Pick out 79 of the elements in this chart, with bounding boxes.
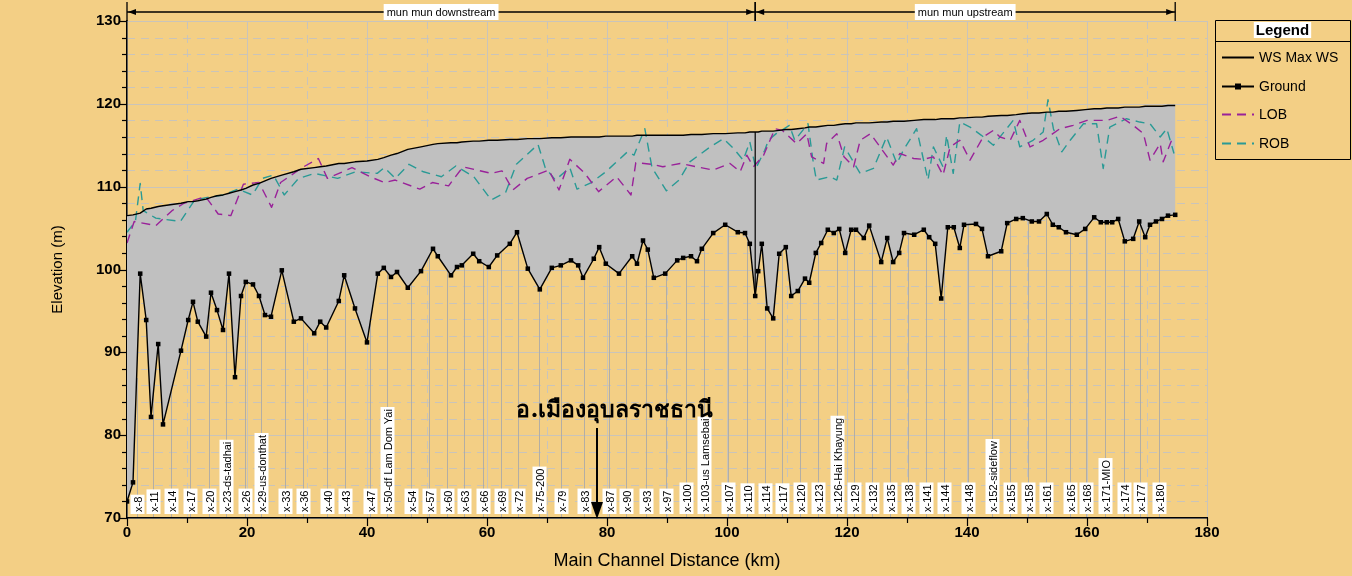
ref-line-label: x-144 [938,484,951,512]
ref-line-label: x-54 [405,490,418,512]
legend-label: WS Max WS [1259,49,1339,66]
ref-line-label: x-17 [184,490,197,512]
ref-line-label: x-43 [339,490,352,512]
ref-line-label: x-123 [812,484,825,512]
y-tick-label: 100 [95,259,121,277]
ref-line-label: x-161 [1040,484,1053,512]
ref-line-label: x-50-df Lam Dom Yai [381,409,394,512]
ref-line-label: x-66 [477,490,490,512]
ref-line-label: x-132 [866,484,879,512]
ref-line-label: x-107 [722,484,735,512]
ref-line-label: x-135 [884,484,897,512]
ref-line-label: x-14 [165,490,178,512]
y-tick-label: 110 [96,176,121,194]
ref-line-label: x-177 [1134,484,1147,512]
x-tick-label: 160 [1074,523,1100,541]
ref-line-label: x-97 [660,490,673,512]
ref-line-label: x-79 [555,490,568,512]
ref-line-label: x-117 [776,485,789,512]
ref-line-label: x-129 [848,484,861,512]
ref-line-label: x-120 [794,484,807,512]
text: mun mun upstream [917,6,1013,19]
ref-line-label: x-174 [1118,484,1131,512]
x-tick-label: 60 [478,523,496,541]
ref-line-label: x-40 [321,490,334,512]
ref-line-label: x-83 [578,490,591,512]
ref-line-label: x-33 [279,490,292,512]
ref-line-label: x-29-us-donthat [255,434,268,512]
ref-line-label: x-69 [495,490,508,512]
ref-line-label: x-114 [759,485,772,512]
x-tick-label: 80 [598,523,616,541]
ref-line-label: x-152-sideflow [986,441,999,512]
ref-line-label: x-36 [297,490,310,512]
ref-line-label: x-90 [620,490,633,512]
ref-line-label: x-148 [962,484,975,512]
ref-line-label: x-171-MIO [1099,459,1112,512]
ref-line-label: x-47 [364,490,377,512]
legend-label: LOB [1259,106,1288,123]
ref-line-label: x-165 [1064,484,1077,512]
x-tick-label: 120 [834,523,860,541]
x-tick-label: 0 [122,523,132,541]
ref-line-label: x-26 [239,490,252,512]
legend-title: Legend [1255,21,1310,39]
ref-line-label: x-168 [1080,484,1093,512]
x-tick-label: 100 [714,523,740,541]
x-tick-label: 180 [1194,523,1220,541]
ref-line-label: x-138 [902,484,915,512]
y-tick-label: 70 [104,508,121,526]
ref-line-label: x-110 [741,485,754,512]
ref-line-label: x-11 [147,491,160,512]
y-axis-title: Elevation (m) [48,225,66,314]
y-tick-label: 90 [104,342,121,360]
text: mun mun downstream [386,6,496,19]
x-tick-label: 40 [358,523,376,541]
x-tick-label: 140 [954,523,980,541]
ref-line-label: x-180 [1153,484,1166,512]
ref-line-label: x-8 [131,496,144,512]
y-tick-label: 130 [95,11,121,29]
legend-label: ROB [1259,135,1290,152]
ref-line-label: x-57 [423,490,436,512]
ref-line-label: x-75-200 [533,468,546,512]
ref-line-label: x-155 [1004,484,1017,512]
ref-line-label: x-72 [512,490,525,512]
ref-line-label: x-100 [680,484,693,512]
ref-line-label: x-158 [1022,484,1035,512]
ref-line-label: x-126-Hai Khayung [831,417,844,512]
x-tick-label: 20 [238,523,256,541]
y-tick-label: 120 [95,93,121,111]
ref-line-label: x-60 [441,490,454,512]
ref-line-label: x-93 [640,490,653,512]
ref-line-label: x-23-ds-tadhai [220,441,233,512]
ref-line-label: x-63 [458,490,471,512]
ref-line-label: x-141 [920,484,933,512]
y-tick-label: 80 [104,425,121,443]
ref-line-label: x-20 [203,490,216,512]
legend-label: Ground [1259,78,1306,95]
ref-line-label: x-87 [603,490,616,512]
x-axis-title: Main Channel Distance (km) [553,550,781,571]
